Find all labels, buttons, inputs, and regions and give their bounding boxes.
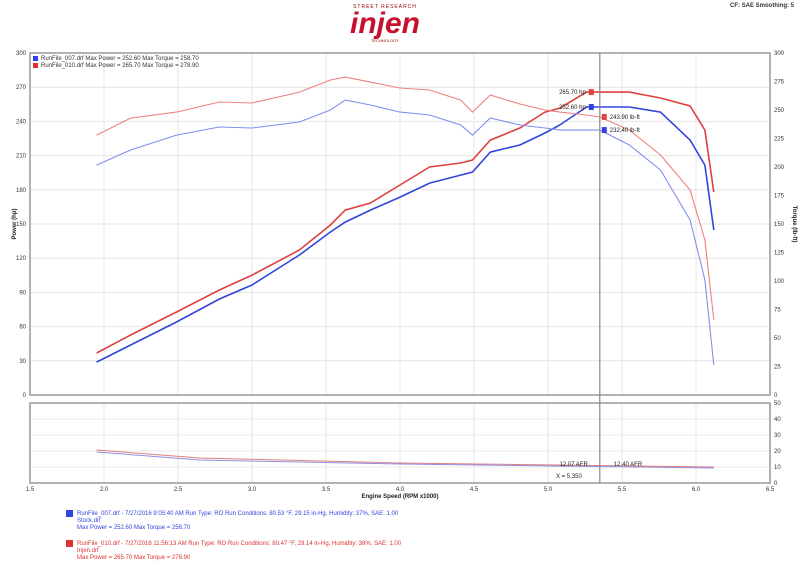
y2-tick-label: 0 (774, 393, 778, 399)
lower-y-tick-label: 40 (774, 417, 781, 423)
y-tick-label: 150 (16, 222, 27, 228)
x-tick-label: 6.5 (766, 487, 775, 493)
lower-annotation-label: 12.07 AFR (559, 462, 588, 468)
y2-tick-label: 125 (774, 251, 785, 257)
run-2-swatch (66, 540, 73, 547)
x-tick-label: 6.0 (692, 487, 701, 493)
x-tick-label: 1.5 (26, 487, 35, 493)
annotation-marker (601, 113, 607, 120)
y2-tick-label: 150 (774, 222, 785, 228)
x-tick-label: 5.5 (618, 487, 627, 493)
y-tick-label: 90 (19, 290, 26, 296)
y-tick-label: 0 (23, 393, 27, 399)
annotation-marker (588, 89, 594, 96)
y2-axis-label: Torque (lb-ft) (791, 206, 797, 243)
y2-tick-label: 75 (774, 308, 781, 314)
y2-tick-label: 175 (774, 194, 785, 200)
logo-tagline: STREET RESEARCH (353, 4, 417, 10)
x-tick-label: 3.5 (322, 487, 331, 493)
lower-plot-frame (29, 402, 771, 484)
x-tick-label: 4.0 (396, 487, 405, 493)
series-layer (96, 53, 715, 483)
annotation-label: 243.90 lb-ft (610, 115, 640, 121)
cursor-readout: X = 5.350 (556, 474, 583, 480)
y-tick-label: 240 (16, 119, 27, 125)
x-tick-label: 4.5 (470, 487, 479, 493)
lower-y-tick-label: 50 (774, 401, 781, 407)
torque-line-RunFile_007.drf (96, 99, 715, 366)
annotation-marker (588, 104, 594, 111)
y2-tick-label: 300 (774, 51, 785, 57)
footer-run-1: RunFile_007.drf - 7/27/2016 9:05:40 AM R… (66, 510, 398, 532)
torque-line-RunFile_010.drf (96, 76, 715, 321)
legend-swatch (33, 56, 38, 61)
annotation-label: 232.40 lb-ft (610, 128, 640, 134)
y-tick-label: 270 (16, 85, 27, 91)
y2-tick-label: 200 (774, 165, 785, 171)
power-line-RunFile_010.drf (96, 91, 715, 354)
annotation-label: 265.70 hp (559, 90, 586, 96)
tick-labels: 1.5 2.0 2.5 3.0 3.5 4.0 4.5 5.0 5.5 6.0 6.50306090… (16, 51, 785, 493)
run-1-swatch (66, 510, 73, 517)
x-tick-label: 2.0 (100, 487, 109, 493)
run-1-max: Max Power = 252.60 Max Torque = 258.70 (77, 525, 191, 532)
legend-entry: RunFile_007.drf Max Power = 252.60 Max T… (41, 56, 199, 62)
correction-info: CF: SAE Smoothing: 5 (730, 3, 794, 9)
lower-line-RunFile_010.drf (96, 449, 714, 468)
y2-tick-label: 100 (774, 279, 785, 285)
y-tick-label: 210 (16, 154, 27, 160)
run-2-details: RunFile_010.drf - 7/27/2016 11:56:13 AM … (77, 541, 402, 548)
y2-tick-label: 275 (774, 80, 785, 86)
y-tick-label: 30 (19, 359, 26, 365)
y-axis-label: Power (hp) (12, 208, 18, 239)
x-axis-label: Engine Speed (RPM x1000) (361, 494, 438, 500)
annotation-label: 252.60 hp (559, 105, 586, 111)
annotation-marker (601, 127, 607, 134)
grid (29, 52, 771, 484)
lower-line-RunFile_007.drf (96, 451, 714, 469)
y2-tick-label: 225 (774, 137, 785, 143)
run-2-max: Max Power = 265.70 Max Torque = 278.90 (77, 555, 191, 562)
run-1-name: Stock.drf (77, 518, 101, 525)
y-tick-label: 180 (16, 188, 27, 194)
injen-logo: STREET RESEARCH injen TECHNOLOGY (345, 4, 425, 43)
lower-y-tick-label: 20 (774, 449, 781, 455)
x-tick-label: 3.0 (248, 487, 257, 493)
legend: RunFile_007.drf Max Power = 252.60 Max T… (33, 56, 199, 69)
y2-tick-label: 50 (774, 336, 781, 342)
footer-run-2: RunFile_010.drf - 7/27/2016 11:56:13 AM … (66, 540, 401, 562)
main-plot-frame (29, 52, 771, 396)
y-tick-label: 120 (16, 256, 27, 262)
x-tick-label: 5.0 (544, 487, 553, 493)
lower-y-tick-label: 0 (774, 481, 778, 487)
lower-y-tick-label: 30 (774, 433, 781, 439)
annotations: 265.70 hp 252.60 hp 243.90 lb-ft 232.40 lb-… (556, 89, 643, 480)
run-1-details: RunFile_007.drf - 7/27/2016 9:05:40 AM R… (77, 511, 399, 518)
logo-text: injen (349, 7, 420, 40)
lower-annotation-label: 12.40 AFR (614, 462, 643, 468)
legend-entry: RunFile_010.drf Max Power = 265.70 Max T… (41, 63, 199, 69)
lower-y-tick-label: 10 (774, 465, 781, 471)
logo-sub: TECHNOLOGY (370, 38, 399, 43)
x-tick-label: 2.5 (174, 487, 183, 493)
y-tick-label: 300 (16, 51, 27, 57)
power-line-RunFile_007.drf (96, 106, 715, 363)
y-tick-label: 60 (19, 325, 26, 331)
legend-swatch (33, 63, 38, 68)
y2-tick-label: 250 (774, 108, 785, 114)
run-2-name: Injen.drf (77, 548, 99, 555)
y2-tick-label: 25 (774, 365, 781, 371)
